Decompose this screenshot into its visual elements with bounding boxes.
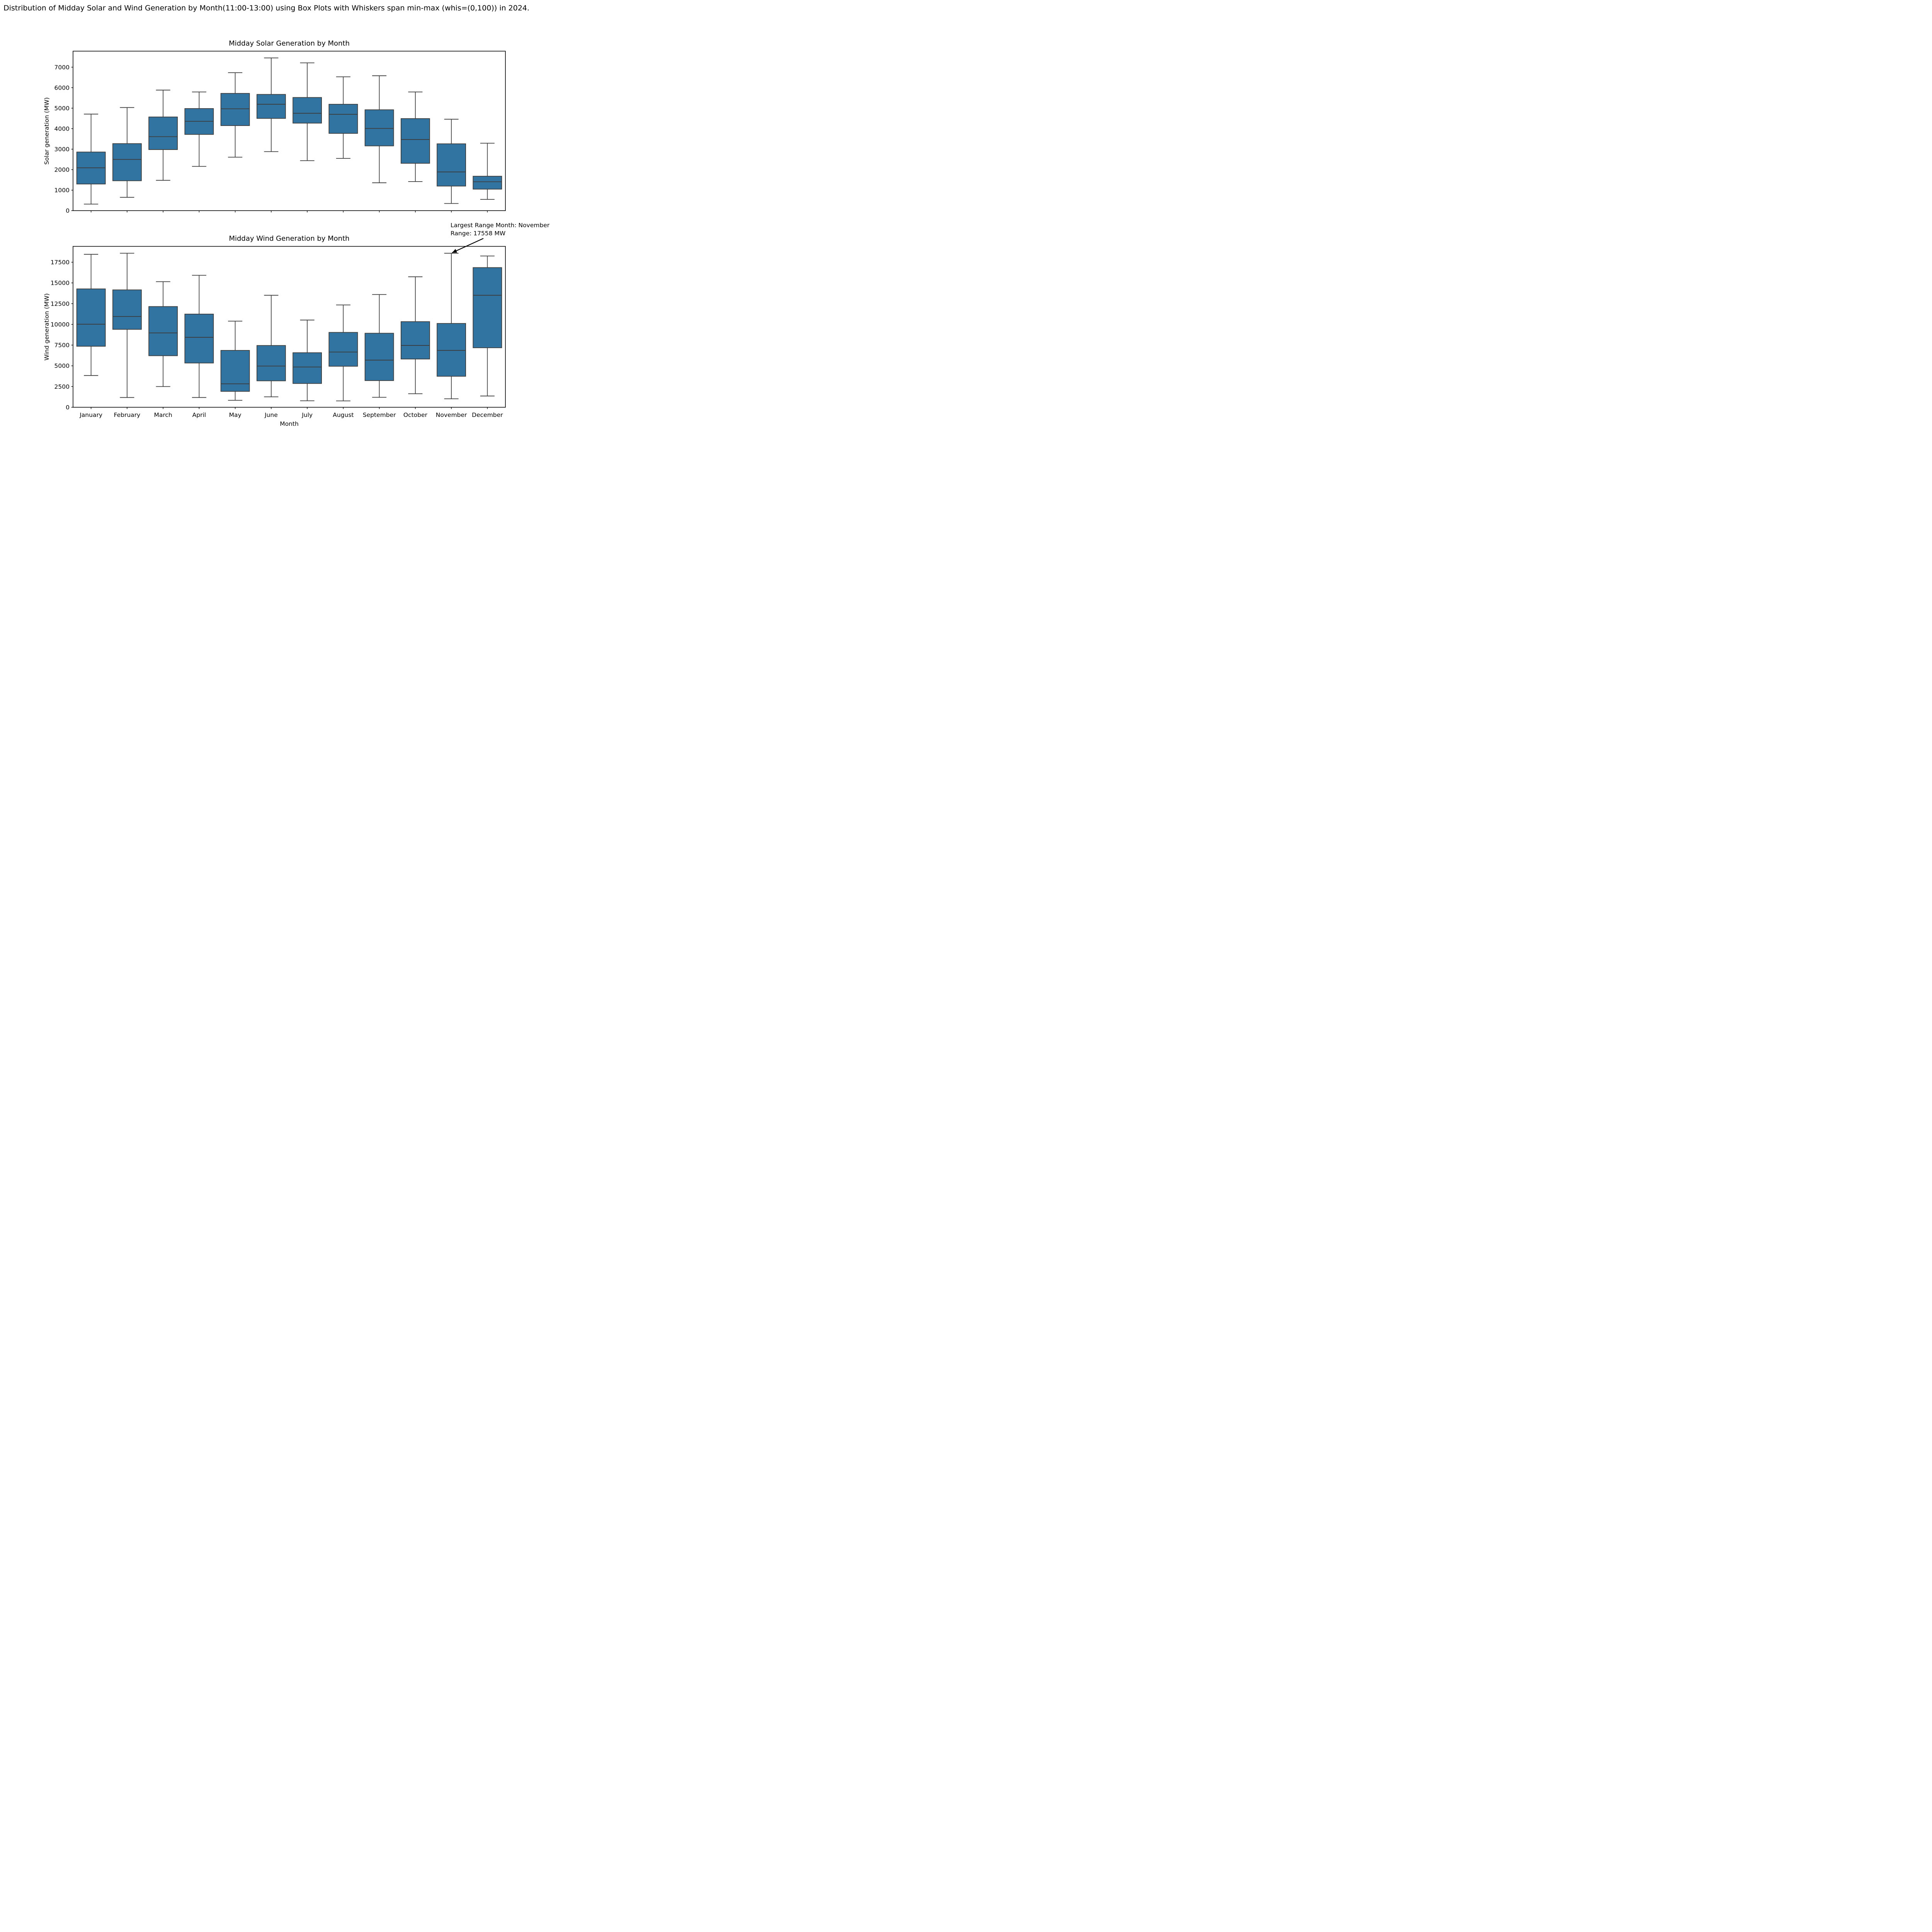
solar-ytick-label-5000: 5000 (54, 105, 70, 112)
wind-box-may (220, 350, 250, 392)
solar-box-november (437, 143, 466, 187)
solar-boxplot-chart: 0 1000 2000 3000 4000 5000 6000 7000 (54, 51, 506, 214)
wind-box-april (184, 313, 214, 364)
xtick-label-august: August (333, 412, 354, 418)
annotation: Largest Range Month: November Range: 175… (451, 221, 549, 237)
wind-ytick-label-10000: 10000 (51, 321, 70, 328)
wind-box-december (473, 267, 502, 348)
xtick-label-april: April (192, 412, 206, 418)
xtick-label-may: May (229, 412, 242, 418)
figure-title: Distribution of Midday Solar and Wind Ge… (3, 4, 530, 12)
solar-ytick-label-6000: 6000 (54, 84, 70, 91)
solar-box-march (148, 116, 178, 150)
wind-box-july (293, 352, 322, 384)
annotation-arrow-head (452, 249, 457, 253)
solar-box-september (364, 109, 394, 146)
annotation-arrow-line (452, 238, 484, 253)
solar-ytick-label-0: 0 (66, 207, 70, 214)
wind-boxplot-chart: 0 2500 5000 7500 10000 12500 15000 17500 January… (51, 238, 506, 418)
wind-axes-frame (73, 246, 506, 408)
wind-box-january (76, 288, 106, 347)
solar-box-june (256, 94, 286, 119)
xtick-label-march: March (154, 412, 172, 418)
solar-box-august (328, 104, 358, 134)
xtick-label-july: July (301, 412, 313, 418)
wind-box-march (148, 306, 178, 356)
wind-box-november (437, 323, 466, 377)
solar-box-february (112, 143, 142, 181)
solar-ytick-label-2000: 2000 (54, 167, 70, 173)
solar-box-december (473, 176, 502, 190)
solar-ytick-label-7000: 7000 (54, 64, 70, 71)
wind-box-february (112, 289, 142, 330)
xtick-label-december: December (472, 412, 503, 418)
xtick-label-february: February (114, 412, 141, 418)
xtick-label-june: June (264, 412, 278, 418)
wind-box-june (256, 345, 286, 381)
solar-box-may (220, 93, 250, 126)
solar-ytick-label-3000: 3000 (54, 146, 70, 153)
wind-ytick-label-0: 0 (66, 404, 70, 411)
xtick-label-october: October (403, 412, 428, 418)
wind-ytick-label-15000: 15000 (51, 280, 70, 287)
x-axis-label: Month (280, 420, 299, 427)
xtick-label-november: November (436, 412, 467, 418)
wind-ytick-label-7500: 7500 (54, 342, 70, 349)
wind-ytick-label-12500: 12500 (51, 300, 70, 307)
solar-ytick-label-4000: 4000 (54, 125, 70, 132)
wind-box-september (364, 333, 394, 381)
wind-ytick-label-5000: 5000 (54, 362, 70, 369)
wind-ytick-label-17500: 17500 (51, 259, 70, 266)
solar-ytick-label-1000: 1000 (54, 187, 70, 194)
xtick-label-january: January (79, 412, 102, 418)
xtick-label-september: September (363, 412, 396, 418)
annotation-line-1: Largest Range Month: November (451, 222, 550, 229)
annotation-line-2: Range: 17558 MW (451, 230, 506, 237)
solar-box-october (400, 118, 430, 164)
wind-ytick-label-2500: 2500 (54, 383, 70, 390)
solar-axes-frame (73, 51, 506, 211)
wind-chart-title: Midday Wind Generation by Month (229, 235, 350, 243)
solar-chart-title: Midday Solar Generation by Month (229, 39, 350, 48)
figure: Distribution of Midday Solar and Wind Ge… (0, 0, 563, 432)
wind-box-august (328, 332, 358, 367)
wind-box-october (400, 321, 430, 360)
solar-box-july (293, 97, 322, 124)
